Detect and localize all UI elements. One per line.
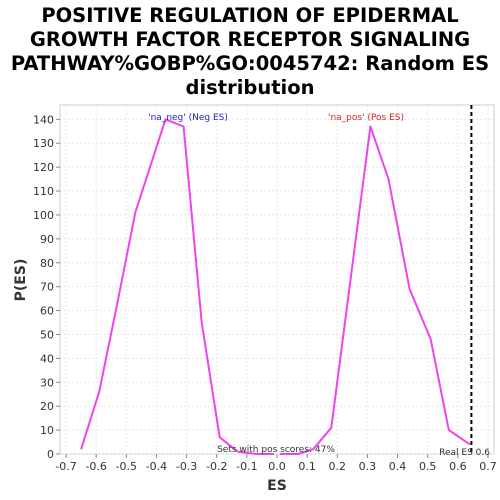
x-tick-label: 0.1 <box>298 460 316 473</box>
y-tick-label: 140 <box>33 113 54 126</box>
y-tick-label: 110 <box>33 185 54 198</box>
title-line-3: PATHWAY%GOBP%GO:0045742: Random ES <box>11 52 489 75</box>
y-tick-label: 130 <box>33 137 54 150</box>
x-tick-label: -0.5 <box>116 460 137 473</box>
x-tick-label: -0.7 <box>55 460 76 473</box>
x-tick-label: 0.4 <box>389 460 407 473</box>
series-line-neg <box>80 118 274 455</box>
real-es-annotation: Real ES 0.6 <box>439 448 490 458</box>
x-tick-label: -0.2 <box>206 460 227 473</box>
y-tick-label: 0 <box>47 448 54 461</box>
x-tick-label: 0.5 <box>419 460 437 473</box>
x-tick-label: 0.6 <box>449 460 467 473</box>
x-tick-label: 0.2 <box>329 460 347 473</box>
x-tick-label: -0.3 <box>176 460 197 473</box>
y-tick-label: 50 <box>40 328 54 341</box>
y-tick-label: 40 <box>40 352 54 365</box>
x-tick-label: -0.6 <box>85 460 106 473</box>
y-tick-label: 90 <box>40 233 54 246</box>
series-layer <box>80 118 471 455</box>
x-tick-label: 0.7 <box>479 460 497 473</box>
y-axis: 0 10 20 30 40 50 60 70 80 90 100 110 120 130 140 <box>33 113 60 461</box>
series-line-pos <box>280 125 471 455</box>
y-tick-label: 20 <box>40 400 54 413</box>
title-line-2: GROWTH FACTOR RECEPTOR SIGNALING <box>30 28 470 51</box>
title-line-4: distribution <box>186 76 315 99</box>
x-tick-label: -0.1 <box>236 460 257 473</box>
grid <box>60 105 494 455</box>
neg-series-label: 'na_neg' (Neg ES) <box>148 113 228 123</box>
y-tick-label: 70 <box>40 281 54 294</box>
y-tick-label: 10 <box>40 424 54 437</box>
x-tick-label: -0.4 <box>146 460 167 473</box>
y-tick-label: 120 <box>33 161 54 174</box>
y-axis-label: P(ES) <box>13 259 29 302</box>
pos-scores-annotation: Sets with pos scores: 47% <box>217 445 335 455</box>
x-tick-label: 0.3 <box>359 460 377 473</box>
y-tick-label: 100 <box>33 209 54 222</box>
chart-title: POSITIVE REGULATION OF EPIDERMAL GROWTH … <box>11 4 489 99</box>
y-tick-label: 30 <box>40 376 54 389</box>
y-tick-label: 80 <box>40 257 54 270</box>
plot-area <box>59 104 495 455</box>
x-axis: -0.7 -0.6 -0.5 -0.4 -0.3 -0.2 -0.1 0.0 0.1 0.2 0.3… <box>55 454 497 473</box>
y-tick-label: 60 <box>40 305 54 318</box>
x-axis-label: ES <box>267 478 287 494</box>
title-line-1: POSITIVE REGULATION OF EPIDERMAL <box>41 4 458 27</box>
x-tick-label: 0.0 <box>268 460 286 473</box>
pos-series-label: 'na_pos' (Pos ES) <box>328 113 404 123</box>
